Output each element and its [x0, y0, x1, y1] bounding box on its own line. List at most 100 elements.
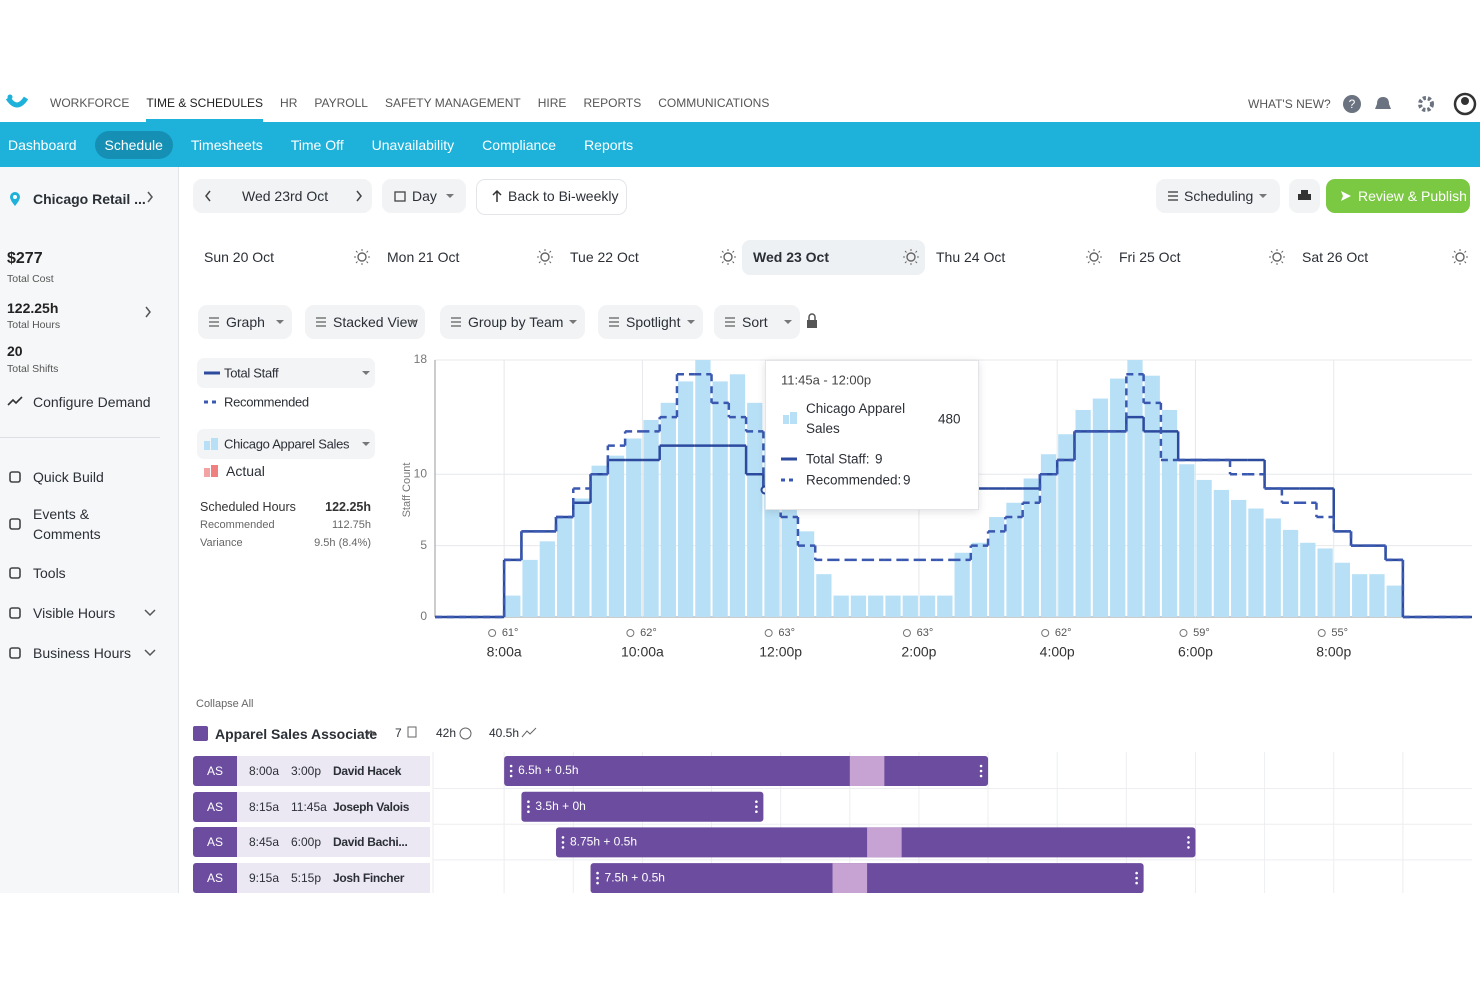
nav-item[interactable]: TIME & SCHEDULES	[146, 85, 263, 122]
tooltip-series: Chicago Apparel Sales	[806, 401, 906, 436]
group-hours: 42h	[436, 726, 457, 740]
sub-nav-item[interactable]: Time Off	[290, 136, 344, 153]
control-label[interactable]: Graph	[226, 314, 265, 330]
employee-name[interactable]: David Hacek	[333, 764, 402, 778]
tooltip	[765, 360, 979, 510]
demand-bar	[643, 419, 659, 617]
date[interactable]: Wed 23rd Oct	[242, 188, 329, 204]
tooltip-value: 9	[903, 472, 911, 488]
legend-label[interactable]: Actual	[226, 463, 265, 479]
control-label[interactable]: Spotlight	[626, 314, 681, 330]
nav-item[interactable]: SAFETY MANAGEMENT	[384, 96, 521, 110]
drag-handle	[1135, 881, 1138, 885]
legend-box[interactable]	[197, 429, 375, 459]
view[interactable]: Day	[412, 188, 437, 204]
mode[interactable]: Scheduling	[1184, 188, 1254, 204]
shift-info[interactable]	[237, 827, 430, 858]
collapse-all[interactable]: Collapse All	[196, 698, 254, 710]
control-label[interactable]: Group by Team	[468, 314, 564, 330]
sidebar-item[interactable]: Quick Build	[33, 469, 104, 485]
nav-item[interactable]: HIRE	[537, 96, 567, 110]
day[interactable]: Sat 26 Oct	[1302, 249, 1369, 265]
legend-label[interactable]: Recommended	[224, 394, 309, 410]
sidebar-item[interactable]: Business Hours	[33, 645, 132, 661]
summary-label: Variance	[200, 537, 243, 549]
logo[interactable]	[6, 94, 28, 114]
sub-nav-item[interactable]: Unavailability	[371, 136, 455, 153]
group-name[interactable]: Apparel Sales Associate	[215, 726, 378, 742]
nav-item[interactable]: COMMUNICATIONS	[658, 96, 770, 110]
date-picker[interactable]	[193, 179, 372, 213]
nav-item[interactable]: HR	[280, 96, 298, 110]
caret	[687, 320, 695, 324]
sub-nav-item[interactable]: Compliance	[482, 136, 557, 153]
day[interactable]: Wed 23 Oct	[753, 249, 829, 265]
employee-name[interactable]: David Bachi...	[333, 835, 408, 850]
weather-icon	[1317, 629, 1326, 637]
demand-bar	[747, 402, 763, 617]
nav-item[interactable]: WORKFORCE	[50, 96, 130, 110]
tooltip-value: 480	[938, 411, 961, 427]
shift-info[interactable]	[237, 791, 430, 822]
demand-bar	[989, 517, 1005, 617]
shift-bar[interactable]	[521, 791, 764, 822]
shift-info[interactable]	[237, 863, 430, 894]
demand-bar	[1248, 508, 1264, 617]
group-count: 7	[395, 726, 402, 740]
sub-nav-item[interactable]: Reports	[584, 136, 634, 153]
role-badge[interactable]	[193, 756, 237, 786]
sub-nav-item[interactable]: Schedule	[94, 130, 173, 159]
prev	[205, 190, 211, 202]
shift-info[interactable]	[237, 756, 430, 786]
nav-item[interactable]: REPORTS	[583, 96, 642, 110]
drag-handle	[561, 841, 565, 844]
back-button[interactable]	[476, 179, 627, 215]
legend-label[interactable]: Chicago Apparel Sales	[224, 436, 350, 452]
role-badge[interactable]	[193, 791, 237, 822]
day[interactable]: Fri 25 Oct	[1119, 249, 1181, 265]
control-label[interactable]: Stacked View	[333, 314, 418, 330]
control-label[interactable]: Sort	[742, 314, 768, 330]
icon	[459, 727, 472, 740]
sub-nav-item[interactable]: Dashboard	[8, 136, 77, 153]
back[interactable]: Back to Bi-weekly	[508, 188, 619, 204]
icon	[1168, 191, 1178, 201]
sub-nav-item[interactable]: Timesheets	[190, 136, 263, 153]
control-button[interactable]	[440, 305, 585, 339]
weather-icon	[626, 629, 635, 637]
shift-end: 11:45a	[291, 799, 327, 814]
legend-box[interactable]	[197, 358, 375, 388]
sidebar-item[interactable]: Visible Hours	[33, 605, 116, 621]
legend-swatch	[204, 371, 220, 375]
shift-bar[interactable]	[590, 863, 1144, 893]
role-badge[interactable]	[193, 863, 237, 894]
drag-handle	[755, 810, 758, 813]
whats-new[interactable]: WHAT'S NEW?	[1248, 97, 1331, 111]
location[interactable]: Chicago Retail ...	[33, 191, 146, 207]
header-icons[interactable]: ?	[1340, 92, 1480, 118]
configure-demand[interactable]: Configure Demand	[33, 394, 151, 410]
demand-bar	[850, 595, 867, 617]
y-axis-label: Staff Count	[401, 463, 413, 518]
legend-label[interactable]: Total Staff	[224, 365, 279, 381]
y-tick-label: 10	[414, 466, 428, 480]
sidebar-item[interactable]: Tools	[33, 565, 66, 581]
role-badge[interactable]	[193, 827, 237, 858]
shift-summary: 3.5h + 0h	[535, 799, 585, 813]
day[interactable]: Tue 22 Oct	[570, 249, 639, 265]
lock-icon	[807, 313, 817, 328]
nav-item[interactable]: PAYROLL	[314, 96, 368, 110]
demand-bar	[833, 595, 849, 617]
day[interactable]: Thu 24 Oct	[936, 249, 1006, 265]
weather-label: 62°	[640, 627, 657, 639]
shift-end: 3:00p	[291, 764, 322, 778]
icon	[316, 317, 326, 327]
employee-name[interactable]: Josh Fincher	[333, 871, 405, 886]
weather-icon	[537, 249, 553, 265]
icon	[451, 317, 461, 327]
sidebar-item[interactable]: Events & Comments	[33, 506, 101, 542]
employee-name[interactable]: Joseph Valois	[333, 799, 410, 814]
publish[interactable]: Review & Publish	[1358, 188, 1467, 204]
day[interactable]: Mon 21 Oct	[387, 249, 460, 265]
day[interactable]: Sun 20 Oct	[204, 249, 275, 265]
